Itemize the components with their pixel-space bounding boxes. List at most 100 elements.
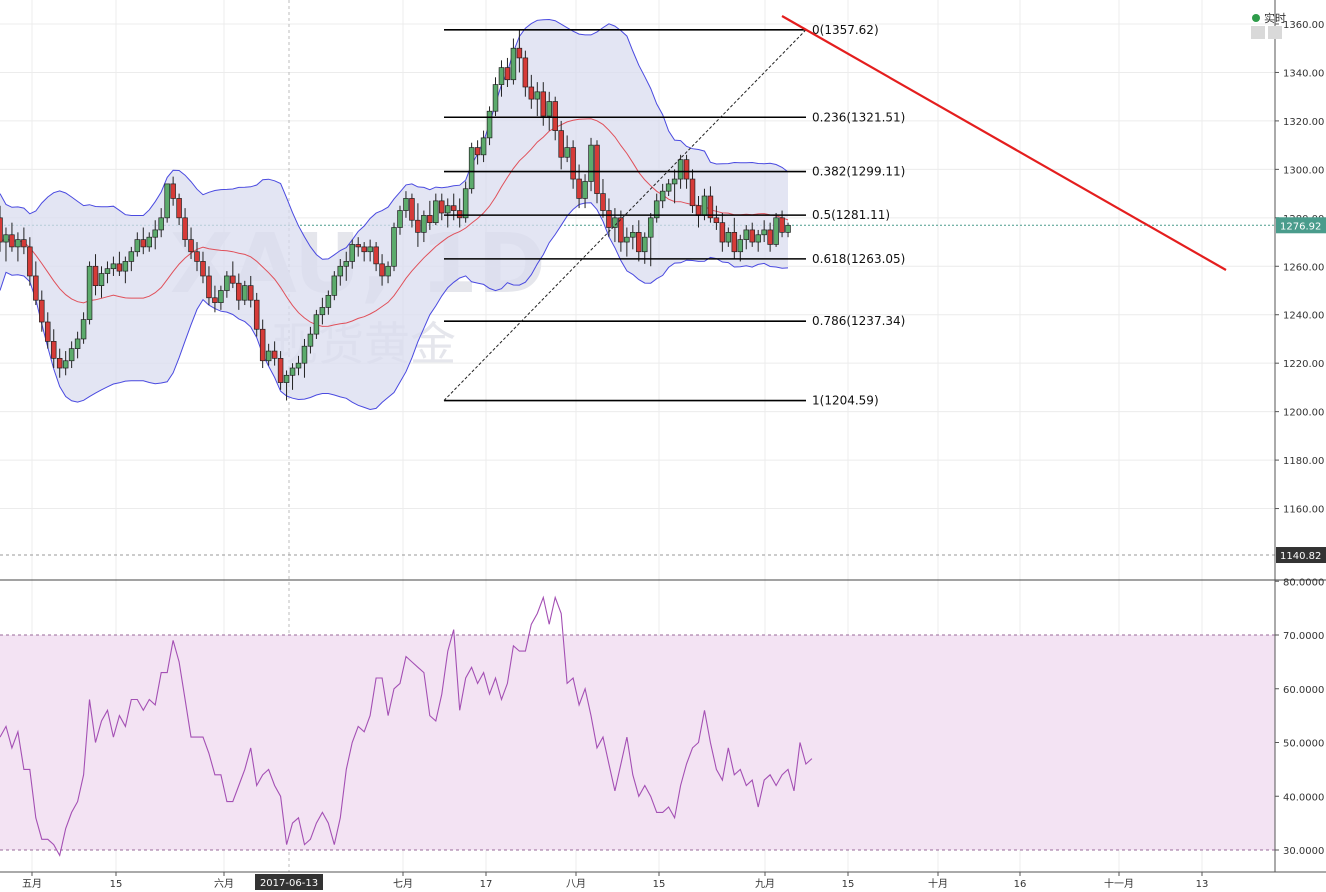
candle-body [421,215,427,233]
candle [188,227,194,260]
candle [110,256,117,276]
realtime-status[interactable]: 实时 [1252,10,1286,26]
candle-body [349,244,355,262]
candle-body [176,198,182,219]
candle [516,29,523,73]
candle-body [325,294,332,308]
candle-body [433,200,439,224]
time-tick-label: 17 [480,879,493,890]
candle [731,217,738,260]
candle [755,229,761,252]
candle [719,212,726,252]
candle-body [606,210,612,228]
candle [403,191,409,218]
candle-body [552,101,558,131]
candle-body [647,217,654,238]
candle-body [677,159,684,180]
candle [445,198,451,228]
candle-body [528,86,535,100]
candle [385,261,391,284]
fib-label-0.618: 0.618(1263.05) [812,252,905,266]
candle-body [504,67,511,81]
candle-body [15,239,21,248]
trend-line[interactable] [781,15,1227,271]
candle-body [170,183,176,199]
fib-label-0: 0(1357.62) [812,23,879,37]
candle-body [427,215,433,224]
candle [528,74,535,109]
candle [379,254,385,286]
maximize-icon[interactable] [1268,26,1282,39]
candle-body [283,374,290,383]
candle-body [743,229,749,240]
candle-body [337,265,344,277]
candle-body [391,227,397,267]
candle [534,82,541,117]
candle-body [74,338,81,349]
candle-body [271,350,278,359]
candle-body [630,232,636,238]
price-badge [1276,217,1326,234]
candle-body [683,159,690,180]
main-panel: XAU, 1D 现货黄金 0(1357.62)0.236(1321.51)0.3… [0,15,1227,411]
candle-body [343,261,350,267]
candle-body [224,275,230,291]
candle [355,237,361,257]
candle-body [295,362,302,369]
rsi-tick-label: 60.0000 [1283,685,1324,696]
candle-body [701,195,708,216]
rsi-tick-label: 30.0000 [1283,846,1324,857]
candle-body [558,130,564,158]
candle-body [468,147,475,190]
candle-body [397,210,403,228]
candle-body [761,229,767,236]
time-tick-label: 13 [1196,879,1209,890]
candle-body [725,232,732,243]
candle-body [80,319,87,340]
candle-body [409,198,415,221]
candle-body [122,261,129,272]
collapse-icon[interactable] [1251,26,1265,39]
candle-body [140,239,147,248]
candle [265,343,272,366]
candle [230,261,236,289]
candle [122,256,129,284]
time-tick-label: 五月 [22,878,42,890]
candle [767,222,773,252]
candle [343,251,350,281]
candle [653,193,660,223]
candle [737,234,744,262]
candle-body [713,217,720,224]
candle [164,183,170,223]
candle-body [773,217,779,245]
candle [140,227,147,255]
candle [325,290,332,315]
candle [33,261,39,306]
candle-body [570,147,576,180]
candle [128,246,135,272]
candle [104,261,111,284]
candle [68,341,75,369]
candle-body [445,205,451,214]
candle-body [373,246,379,265]
candle-body [319,307,326,316]
candle [630,225,636,250]
candle-body [110,263,117,270]
candle [295,355,302,376]
candle [439,193,445,221]
candle [486,106,493,146]
candle-body [313,314,320,335]
time-tick-label: 16 [1014,879,1027,890]
candle [397,205,403,235]
candle [433,193,439,226]
fibonacci-retracement[interactable]: 0(1357.62) 0.236(1321.51) 0.382(1299.11) 0.… [443,23,905,408]
time-tick-label: 九月 [755,878,775,890]
candle-body [301,345,308,364]
candle [522,50,529,97]
candle-body [188,239,194,253]
candle-body [367,246,373,253]
candle [540,82,547,126]
candle [56,348,63,378]
time-tick-label: 六月 [214,878,234,890]
